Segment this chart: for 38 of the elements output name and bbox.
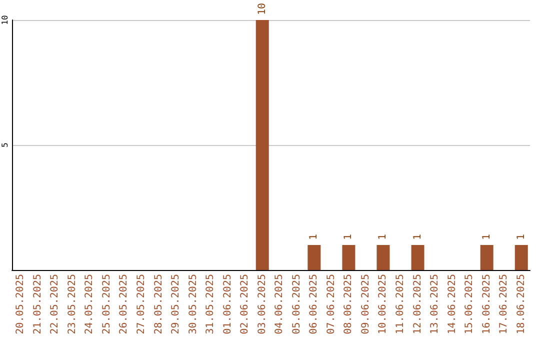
- x-tick-label: 04.06.2025: [274, 274, 286, 334]
- x-tick-label: 12.06.2025: [412, 274, 424, 334]
- x-tick-label: 20.05.2025: [15, 274, 26, 334]
- x-tick-label: 15.06.2025: [464, 274, 476, 334]
- x-tick-label: 18.06.2025: [516, 274, 527, 334]
- x-tick-label: 11.06.2025: [395, 274, 406, 334]
- x-tick-label: 05.06.2025: [291, 274, 302, 334]
- x-tick-label: 30.05.2025: [188, 274, 199, 334]
- x-tick-label: 06.06.2025: [308, 274, 320, 334]
- data-label: 1: [308, 234, 320, 240]
- x-tick-label: 07.06.2025: [326, 274, 337, 334]
- x-tick-label: 26.05.2025: [118, 274, 130, 334]
- x-tick-label: 23.05.2025: [66, 274, 78, 334]
- x-tick-label: 28.05.2025: [153, 274, 164, 334]
- x-tick-label: 02.06.2025: [240, 274, 251, 334]
- x-tick-label: 22.05.2025: [50, 274, 61, 334]
- data-label: 1: [412, 234, 424, 240]
- x-tick-label: 10.06.2025: [378, 274, 389, 334]
- x-tick-label: 09.06.2025: [360, 274, 372, 334]
- x-tick-label: 27.05.2025: [136, 274, 147, 334]
- data-label: 1: [516, 234, 527, 240]
- x-tick-label: 21.05.2025: [32, 274, 44, 334]
- y-tick-label: 5: [0, 142, 10, 148]
- x-tick-label: 31.05.2025: [205, 274, 216, 334]
- data-label: 1: [481, 234, 492, 240]
- x-tick-label: 17.06.2025: [498, 274, 510, 334]
- data-label: 10: [256, 2, 268, 15]
- x-tick-label: 24.05.2025: [84, 274, 96, 334]
- data-label: 1: [343, 234, 354, 240]
- data-label: 1: [378, 234, 389, 240]
- x-tick-label: 01.06.2025: [222, 274, 234, 334]
- x-tick-label: 29.05.2025: [170, 274, 182, 334]
- x-tick-label: 08.06.2025: [343, 274, 354, 334]
- x-tick-label: 03.06.2025: [256, 274, 268, 334]
- x-tick-label: 25.05.2025: [101, 274, 112, 334]
- x-tick-label: 16.06.2025: [481, 274, 492, 334]
- x-tick-label: 13.06.2025: [430, 274, 441, 334]
- x-tick-label: 14.06.2025: [446, 274, 458, 334]
